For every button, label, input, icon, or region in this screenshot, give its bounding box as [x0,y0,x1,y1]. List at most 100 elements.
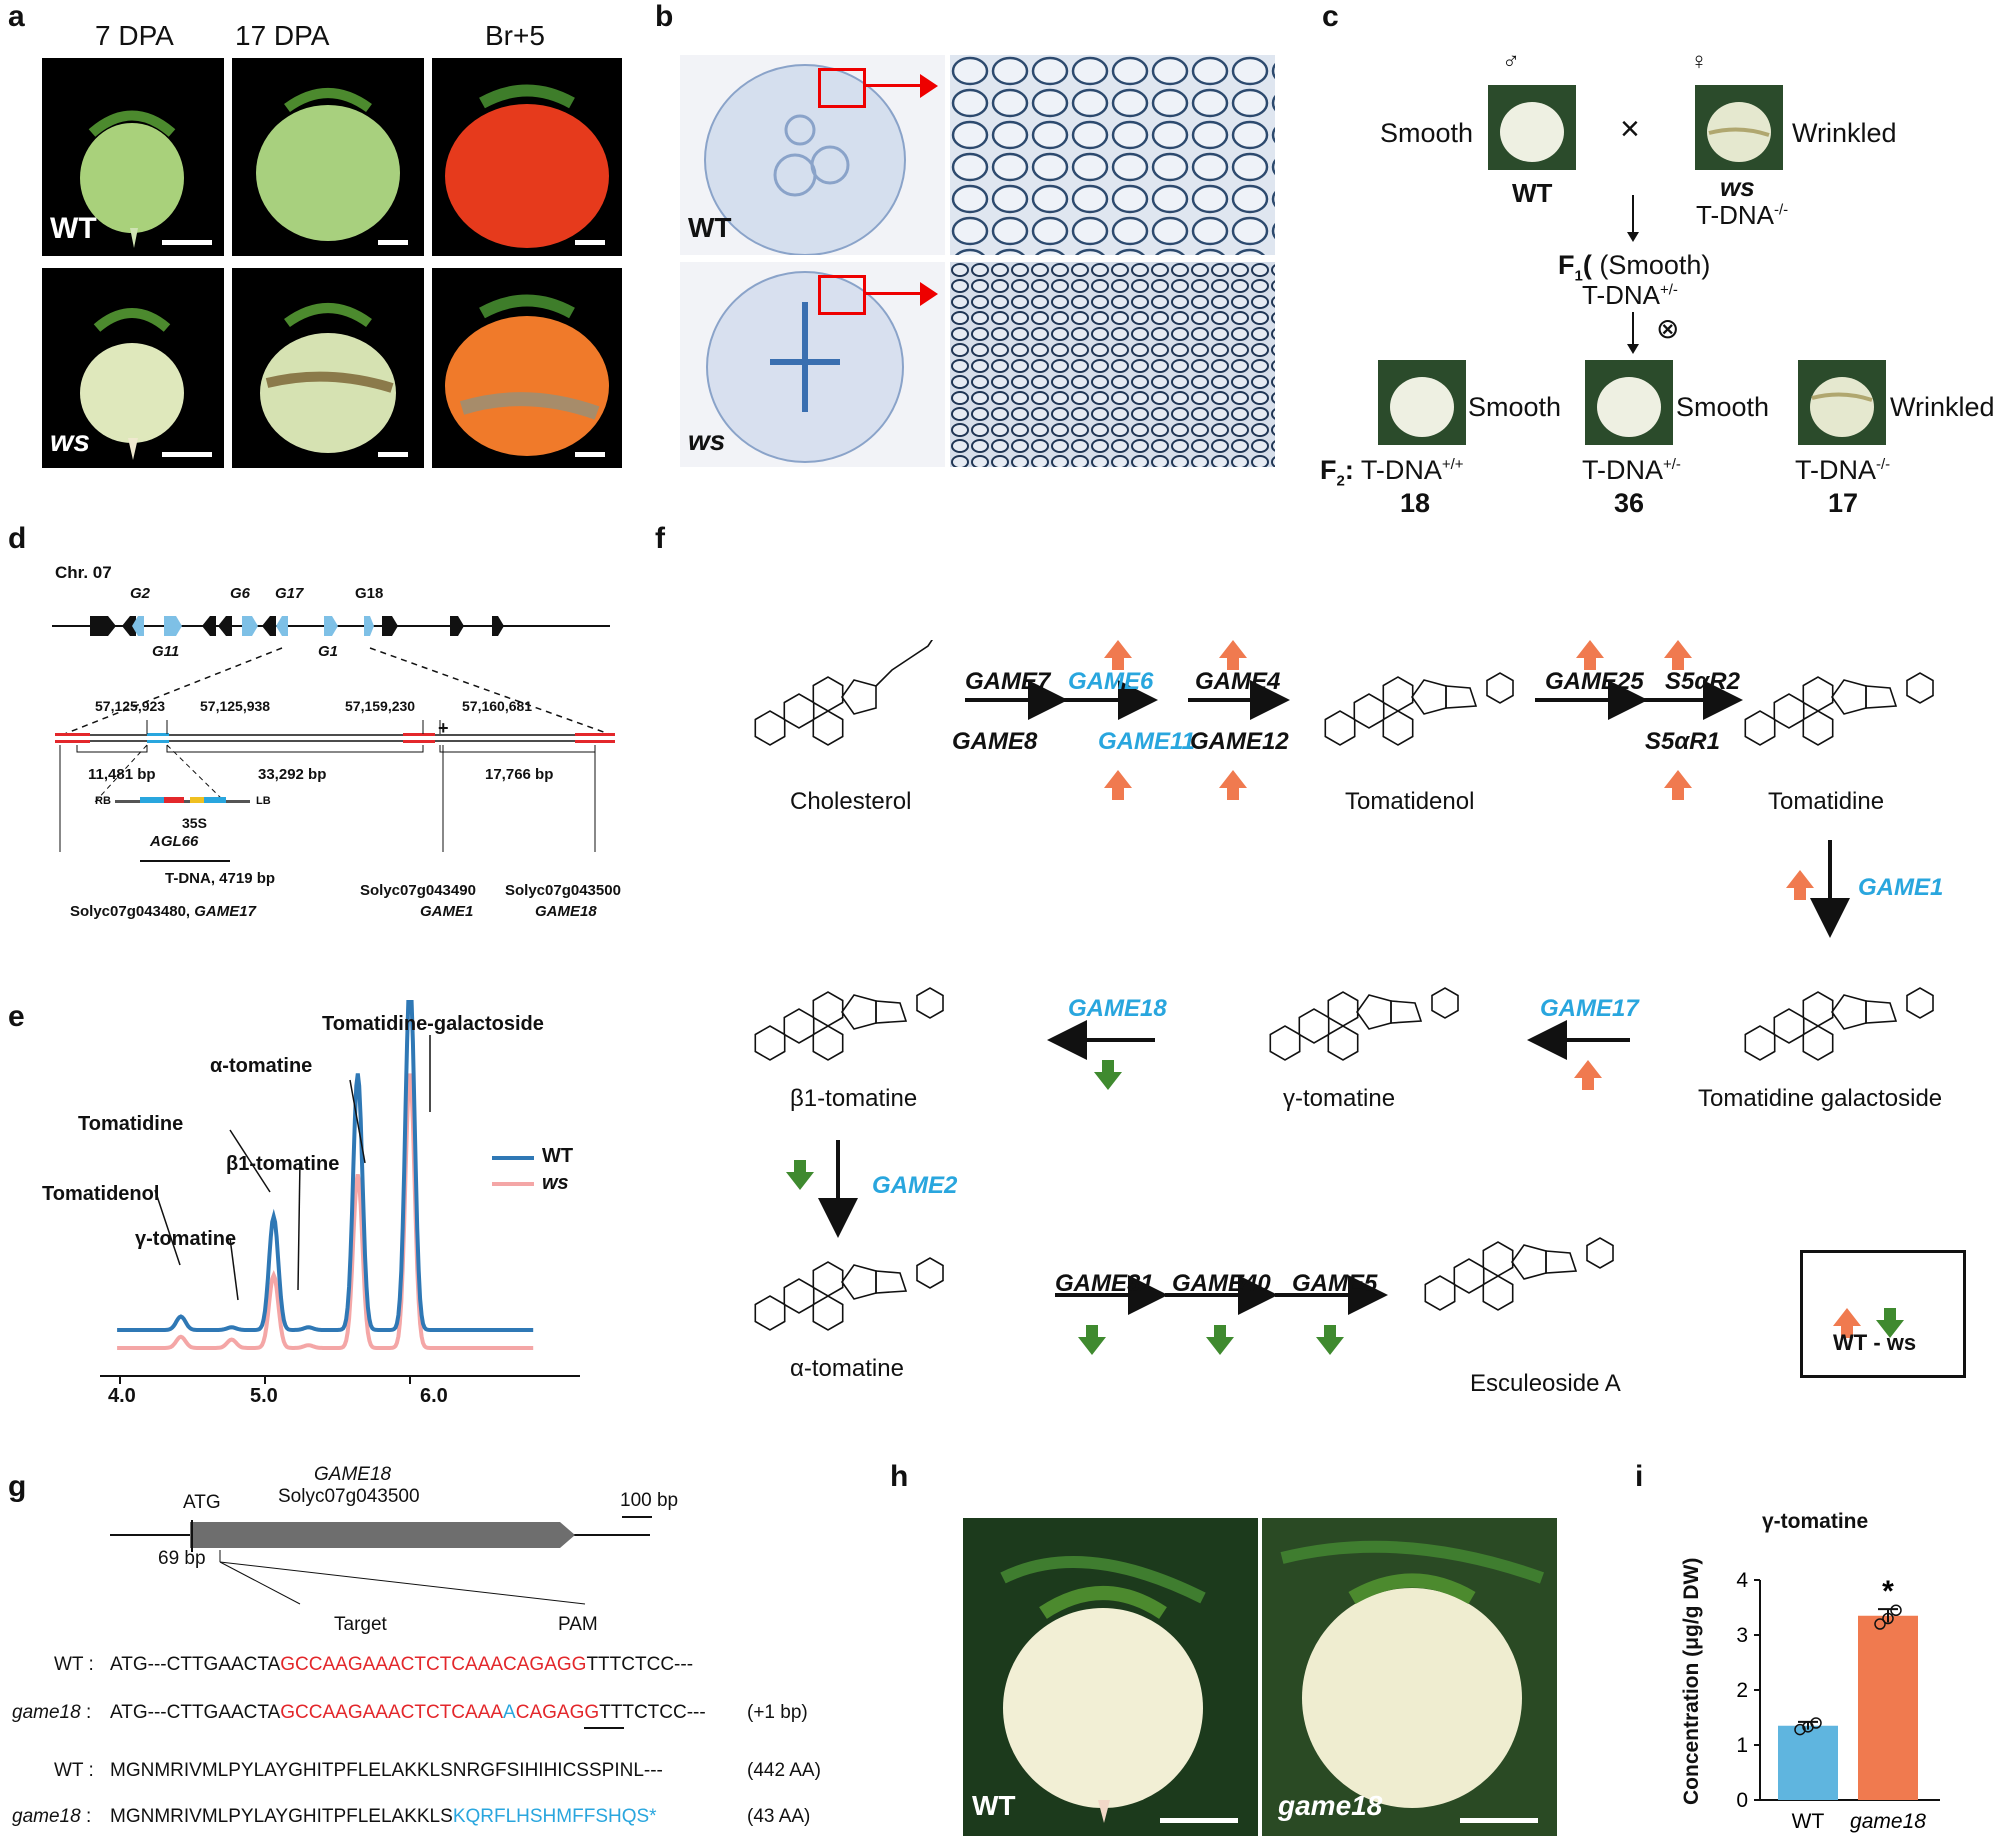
molecule-esculeoside-a [1424,1237,1614,1311]
scale-bar [162,452,212,457]
zoom-box [818,68,866,108]
ring [1482,1275,1514,1311]
atg-label: ATG [183,1492,221,1513]
length-3: 17,766 bp [485,766,554,783]
rb-label: RB [95,795,111,807]
ring [1382,676,1414,712]
section-wt-zoom [950,55,1275,255]
wt-dna-seq: ATG---CTTGAACTAGCCAAGAAACTCTCAAACAGAGGTT… [110,1654,694,1675]
compound-tomatidenol: Tomatidenol [1345,788,1475,815]
selfing-symbol: ⊗ [1656,313,1680,344]
molecule-tomatidenol [1324,672,1514,746]
fruit-wt [1488,85,1576,170]
up-arrow-icon [1104,770,1132,800]
photo-game18-fruit [1262,1518,1557,1836]
scale-bar [378,452,408,457]
col-label-7dpa: 7 DPA [95,20,174,51]
arrow-line [1632,195,1634,235]
col-label-17dpa: 17 DPA [235,20,330,51]
compound-beta1-tomatine: β1-tomatine [790,1085,918,1112]
legend-wt: WT [542,1145,574,1167]
chromosome-label: Chr. 07 [55,563,112,582]
ring [875,1270,908,1294]
gene-label-game1-id: Solyc07g043490 [360,882,476,899]
ring [841,679,877,715]
f2-smooth-1: Smooth [1468,392,1562,422]
ring [812,710,844,746]
game18-dna-note: (+1 bp) [747,1702,808,1723]
zoom-box [818,275,866,315]
panel-label-i: i [1635,1460,1644,1493]
game18-protein-note: (43 AA) [747,1806,811,1827]
photo-label-game18: game18 [1278,1790,1383,1821]
ring [1831,994,1867,1030]
compound-tomatidine-galactoside: Tomatidine galactoside [1698,1085,1943,1112]
scale-bar [162,240,212,245]
ring [1327,1025,1359,1061]
male-symbol: ♂ [1502,48,1520,75]
label-wt: WT [1512,178,1553,208]
game18-label: game18 : [12,1702,92,1723]
bar-chart: 0 1 2 3 4 WT game18 * [1736,1569,1940,1833]
ring [1586,1237,1614,1269]
panel-label-f: f [655,522,665,555]
wt-label: WT : [54,1654,94,1675]
photo-wt-17dpa [232,58,424,256]
up-arrow-icon [1664,640,1692,670]
target-label: Target [334,1614,387,1635]
x-tick-label: game18 [1850,1810,1926,1833]
gene-s5ar1: S5αR1 [1645,728,1720,755]
gene-game12: GAME12 [1190,728,1289,755]
chart-title: γ-tomatine [1762,1510,1869,1533]
ring [754,1295,786,1331]
gene-game18: GAME18 [1068,995,1167,1022]
ring [812,1295,844,1331]
f2-wrinkled: Wrinkled [1890,392,1995,422]
gene-game2: GAME2 [872,1172,958,1199]
ring [1744,710,1776,746]
zoom-arrowhead [920,282,938,306]
row-label-ws: ws [50,425,91,458]
molecule-tomatidine-galactoside [1744,987,1934,1061]
ring [1802,991,1834,1027]
ring [1411,679,1447,715]
ring [783,1278,815,1314]
up-arrow-icon [1576,640,1604,670]
peak-pointer [349,1079,366,1164]
ring [1906,987,1934,1019]
ring [1744,1025,1776,1061]
plus-sign: + [438,718,449,738]
y-tick-label: 4 [1736,1569,1748,1592]
molecule-alpha-tomatine [754,1257,944,1331]
section-ws-zoom [950,262,1275,467]
data-point [1794,1723,1806,1736]
fruit-f2-1 [1378,360,1466,445]
up-arrow-icon [1664,770,1692,800]
chromatogram [100,1000,580,1384]
zoom-arrowhead [920,74,938,98]
ring [1802,1025,1834,1061]
up-arrow-icon [1574,1060,1602,1090]
row-label-ws: ws [688,425,726,456]
gene-game7: GAME7 [965,668,1051,695]
gene-label-g6: G6 [230,585,251,602]
compound-cholesterol: Cholesterol [790,788,912,815]
coord-2: 57,125,938 [200,698,271,714]
compound-alpha-tomatine: α-tomatine [790,1355,904,1382]
peak-label-tomgal: Tomatidine-galactoside [322,1013,544,1035]
f2-genotype-1: F2: T-DNA+/+ [1320,455,1464,490]
ring [1831,679,1867,715]
ring [812,1025,844,1061]
gene-game8: GAME8 [952,728,1038,755]
gene-game5: GAME5 [1292,1270,1378,1297]
gene-cds [190,1520,575,1552]
wt-trace [117,1000,534,1332]
f1-genotype: T-DNA+/- [1582,280,1678,310]
ring [875,1000,908,1024]
gene-label-game18: GAME18 [535,903,597,920]
compound-gamma-tomatine: γ-tomatine [1283,1085,1396,1112]
f2-genotype-3: T-DNA-/- [1795,455,1891,485]
scale-label: 100 bp [620,1490,679,1511]
ring [1431,987,1459,1019]
